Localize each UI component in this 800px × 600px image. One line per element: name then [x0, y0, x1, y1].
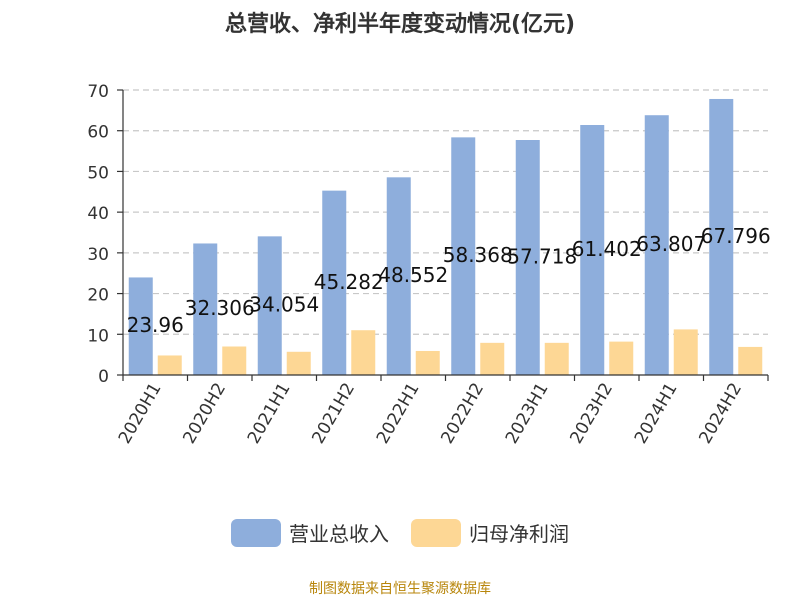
- chart-title: 总营收、净利半年度变动情况(亿元): [224, 12, 576, 37]
- source-note: 制图数据来自恒生聚源数据库: [309, 581, 491, 597]
- x-tick-label: 2024H1: [631, 380, 682, 448]
- bar-net-profit: [738, 346, 763, 375]
- legend-swatch-net-profit: [411, 518, 461, 547]
- y-tick-label: 0: [98, 367, 109, 387]
- data-label: 58.368: [443, 243, 513, 267]
- bar-revenue: [451, 137, 476, 375]
- grid-lines: [123, 89, 768, 335]
- x-tick-label: 2024H2: [695, 380, 746, 448]
- bar-revenue: [257, 236, 282, 375]
- data-label: 23.96: [127, 313, 184, 337]
- legend-item-revenue[interactable]: 营业总收入: [231, 518, 389, 547]
- data-label: 57.718: [507, 245, 577, 269]
- data-label: 48.552: [378, 263, 448, 287]
- bar-revenue: [709, 98, 734, 376]
- bar-revenue: [386, 177, 411, 375]
- data-label: 67.796: [701, 224, 771, 248]
- x-tick-label: 2022H2: [437, 380, 488, 448]
- bar-net-profit: [609, 341, 634, 375]
- bars: [128, 98, 763, 376]
- data-label: 61.402: [572, 237, 642, 261]
- legend-label-revenue: 营业总收入: [289, 522, 389, 546]
- bar-net-profit: [415, 350, 440, 375]
- y-tick-label: 70: [87, 82, 109, 102]
- legend-label-net-profit: 归母净利润: [469, 522, 569, 546]
- y-tick-label: 50: [87, 163, 109, 183]
- bar-revenue: [644, 115, 669, 375]
- value-labels: 23.9632.30634.05445.28248.55258.36857.71…: [127, 224, 771, 337]
- x-tick-label: 2021H1: [244, 380, 295, 448]
- bar-revenue: [580, 125, 605, 376]
- legend-item-net-profit[interactable]: 归母净利润: [411, 518, 569, 547]
- bar-revenue: [193, 243, 218, 375]
- x-tick-label: 2022H1: [373, 380, 424, 448]
- bar-revenue: [515, 140, 540, 375]
- bar-net-profit: [480, 342, 505, 375]
- y-tick-label: 60: [87, 123, 109, 143]
- bar-net-profit: [351, 330, 376, 375]
- y-tick-label: 30: [87, 245, 109, 265]
- y-tick-label: 40: [87, 204, 109, 224]
- bar-net-profit: [673, 329, 698, 375]
- x-tick-label: 2020H1: [115, 380, 166, 448]
- x-tick-label: 2021H2: [308, 380, 359, 448]
- x-tick-label: 2023H2: [566, 380, 617, 448]
- legend: 营业总收入 归母净利润: [0, 518, 800, 547]
- data-label: 63.807: [636, 232, 706, 256]
- x-tick-label: 2020H2: [179, 380, 230, 448]
- bar-net-profit: [286, 351, 311, 375]
- bar-net-profit: [157, 355, 182, 375]
- bar-net-profit: [544, 342, 569, 375]
- data-label: 34.054: [249, 293, 319, 317]
- y-tick-label: 20: [87, 286, 109, 306]
- bar-net-profit: [222, 346, 247, 375]
- data-label: 45.282: [314, 270, 384, 294]
- bar-revenue: [128, 277, 153, 375]
- bar-revenue: [322, 190, 347, 375]
- legend-swatch-revenue: [231, 518, 281, 547]
- x-tick-label: 2023H1: [502, 380, 553, 448]
- y-tick-label: 10: [87, 326, 109, 346]
- data-label: 32.306: [185, 296, 255, 320]
